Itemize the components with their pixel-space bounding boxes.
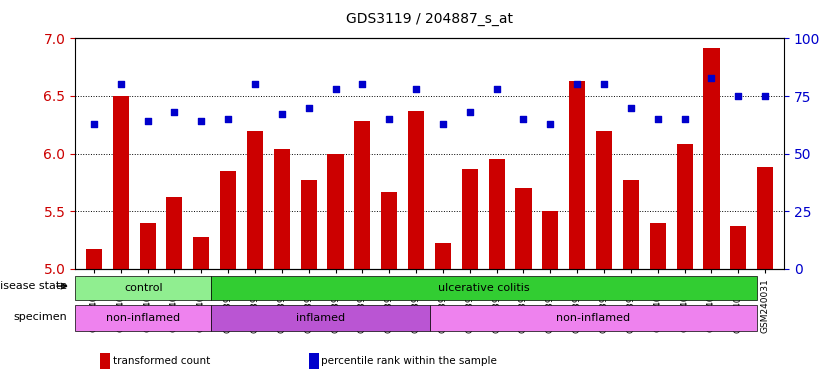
Bar (676, 144, 693, 269)
Bar (623, 180, 639, 269)
Point (329, 86, 342, 92)
Point (705, 74, 718, 81)
Bar (489, 159, 505, 269)
Bar (113, 96, 128, 269)
Point (463, 109, 476, 115)
Bar (166, 197, 183, 269)
Bar (515, 188, 531, 269)
Point (275, 111, 289, 118)
Bar (703, 48, 720, 269)
Point (678, 116, 691, 122)
Point (570, 81, 584, 88)
Bar (381, 192, 397, 269)
Bar (435, 243, 451, 269)
Point (249, 81, 262, 88)
FancyBboxPatch shape (75, 305, 211, 331)
Text: non-inflamed: non-inflamed (556, 313, 631, 323)
Point (168, 109, 181, 115)
Point (141, 118, 154, 124)
Bar (139, 223, 156, 269)
Bar (247, 131, 263, 269)
FancyBboxPatch shape (211, 276, 756, 300)
Bar (354, 121, 370, 269)
Point (517, 116, 530, 122)
Text: specimen: specimen (13, 312, 67, 322)
Bar (220, 171, 236, 269)
Point (731, 93, 745, 99)
Text: ulcerative colitis: ulcerative colitis (438, 283, 530, 293)
Point (597, 81, 610, 88)
FancyBboxPatch shape (430, 305, 756, 331)
Point (222, 116, 235, 122)
Point (651, 116, 665, 122)
Bar (462, 169, 478, 269)
Bar (650, 223, 666, 269)
Point (436, 121, 450, 127)
Point (88, 121, 101, 127)
Bar (193, 237, 209, 269)
Text: inflamed: inflamed (296, 313, 345, 323)
Bar (274, 149, 290, 269)
Bar (328, 154, 344, 269)
Bar (569, 81, 585, 269)
Text: non-inflamed: non-inflamed (106, 313, 180, 323)
Point (302, 104, 315, 111)
Point (114, 81, 128, 88)
Bar (300, 180, 317, 269)
FancyBboxPatch shape (211, 305, 430, 331)
Point (409, 86, 423, 92)
Point (194, 118, 208, 124)
FancyBboxPatch shape (75, 276, 211, 300)
Bar (731, 226, 746, 269)
Bar (757, 167, 773, 269)
Point (383, 116, 396, 122)
Point (758, 93, 771, 99)
Text: disease state: disease state (0, 281, 67, 291)
Text: percentile rank within the sample: percentile rank within the sample (321, 356, 497, 366)
Bar (408, 111, 425, 269)
Bar (86, 249, 102, 269)
Text: transformed count: transformed count (113, 356, 210, 366)
Point (490, 86, 503, 92)
Text: control: control (124, 283, 163, 293)
Point (544, 121, 557, 127)
Bar (596, 131, 612, 269)
Bar (542, 211, 559, 269)
Point (356, 81, 369, 88)
Point (624, 104, 637, 111)
Text: GDS3119 / 204887_s_at: GDS3119 / 204887_s_at (346, 12, 513, 25)
